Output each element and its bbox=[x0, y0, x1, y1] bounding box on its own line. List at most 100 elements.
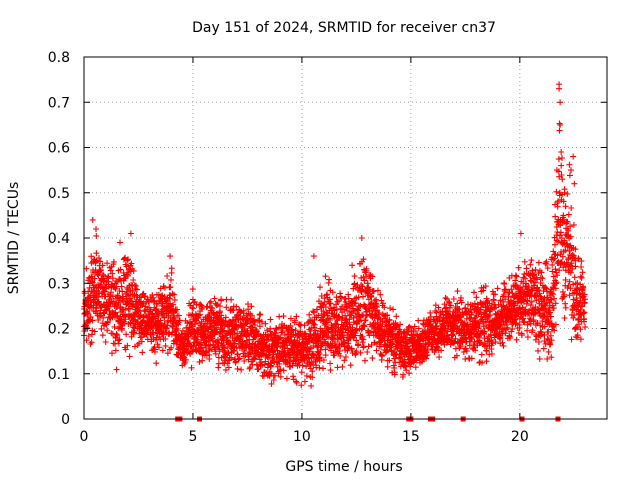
data-point bbox=[348, 346, 355, 353]
data-point bbox=[171, 296, 178, 303]
data-point bbox=[287, 315, 294, 322]
data-point bbox=[167, 253, 174, 260]
data-point bbox=[568, 336, 575, 343]
data-point bbox=[233, 303, 240, 310]
x-tick-label: 20 bbox=[511, 429, 529, 445]
data-point bbox=[373, 347, 380, 354]
data-point bbox=[268, 380, 275, 387]
data-point bbox=[445, 298, 452, 305]
data-point bbox=[329, 289, 336, 296]
data-point bbox=[228, 354, 235, 361]
data-point bbox=[487, 331, 494, 338]
data-point bbox=[309, 374, 316, 381]
data-point bbox=[553, 232, 560, 239]
data-point bbox=[168, 276, 174, 283]
data-point bbox=[188, 364, 195, 371]
data-point bbox=[204, 303, 211, 310]
data-point bbox=[441, 301, 448, 308]
data-point bbox=[541, 323, 548, 330]
data-point bbox=[401, 362, 408, 369]
data-point bbox=[570, 254, 576, 261]
data-point bbox=[546, 299, 553, 306]
data-point bbox=[570, 153, 577, 160]
data-point bbox=[317, 284, 323, 291]
data-point bbox=[564, 218, 571, 225]
data-point bbox=[531, 282, 538, 289]
data-point bbox=[98, 267, 104, 274]
data-point bbox=[97, 258, 104, 265]
data-point bbox=[237, 308, 244, 315]
data-point bbox=[477, 306, 484, 313]
data-point bbox=[117, 239, 123, 246]
data-point bbox=[476, 339, 483, 345]
data-point bbox=[384, 363, 391, 370]
data-point bbox=[343, 320, 350, 327]
data-point bbox=[532, 266, 539, 273]
data-point bbox=[83, 324, 90, 331]
data-point bbox=[458, 294, 464, 301]
data-point bbox=[306, 345, 313, 352]
data-point bbox=[559, 253, 566, 260]
data-point bbox=[210, 309, 217, 316]
data-point bbox=[264, 327, 271, 334]
data-point bbox=[397, 321, 404, 328]
data-point bbox=[566, 161, 573, 168]
data-point bbox=[164, 273, 171, 279]
data-point bbox=[415, 325, 422, 332]
data-point bbox=[359, 339, 366, 346]
data-point bbox=[306, 311, 313, 318]
data-point bbox=[276, 360, 283, 367]
data-point bbox=[384, 346, 391, 353]
data-point bbox=[257, 311, 264, 318]
data-point bbox=[581, 309, 588, 316]
data-point bbox=[91, 275, 98, 282]
data-point bbox=[293, 313, 300, 320]
data-point bbox=[568, 167, 574, 174]
data-point bbox=[107, 267, 114, 274]
data-point bbox=[553, 167, 560, 174]
data-point bbox=[545, 317, 552, 324]
data-point bbox=[479, 359, 485, 366]
data-point bbox=[258, 318, 265, 325]
data-point bbox=[150, 294, 157, 301]
data-point bbox=[535, 259, 542, 266]
data-point bbox=[433, 323, 440, 330]
data-point bbox=[361, 323, 368, 330]
data-point bbox=[95, 293, 101, 300]
data-point bbox=[565, 211, 572, 218]
data-point bbox=[492, 291, 499, 298]
data-point bbox=[541, 332, 548, 339]
data-point bbox=[364, 280, 371, 287]
data-point bbox=[336, 298, 342, 304]
data-point bbox=[549, 323, 556, 329]
data-point bbox=[557, 229, 564, 236]
data-point bbox=[355, 342, 362, 349]
data-point bbox=[564, 226, 571, 232]
data-point bbox=[364, 349, 371, 355]
data-point bbox=[578, 274, 585, 281]
data-point bbox=[453, 352, 460, 359]
data-point bbox=[360, 336, 367, 343]
data-point bbox=[303, 363, 310, 370]
data-point bbox=[412, 364, 419, 371]
data-point bbox=[241, 348, 248, 354]
data-point bbox=[311, 321, 318, 328]
data-point bbox=[342, 354, 349, 360]
data-point bbox=[562, 247, 569, 254]
data-point bbox=[412, 328, 419, 334]
data-point bbox=[207, 342, 214, 349]
y-tick-label: 0.1 bbox=[48, 367, 70, 383]
data-point bbox=[222, 314, 229, 321]
data-point bbox=[84, 319, 91, 326]
data-point bbox=[258, 359, 265, 366]
grid-layer bbox=[84, 57, 607, 419]
data-point bbox=[220, 344, 227, 351]
data-point bbox=[432, 326, 439, 333]
data-point bbox=[224, 360, 231, 367]
data-point bbox=[109, 350, 115, 357]
data-point bbox=[130, 267, 137, 274]
data-point bbox=[379, 353, 386, 360]
data-point bbox=[413, 331, 420, 338]
data-point bbox=[430, 316, 437, 323]
data-point bbox=[561, 291, 568, 298]
